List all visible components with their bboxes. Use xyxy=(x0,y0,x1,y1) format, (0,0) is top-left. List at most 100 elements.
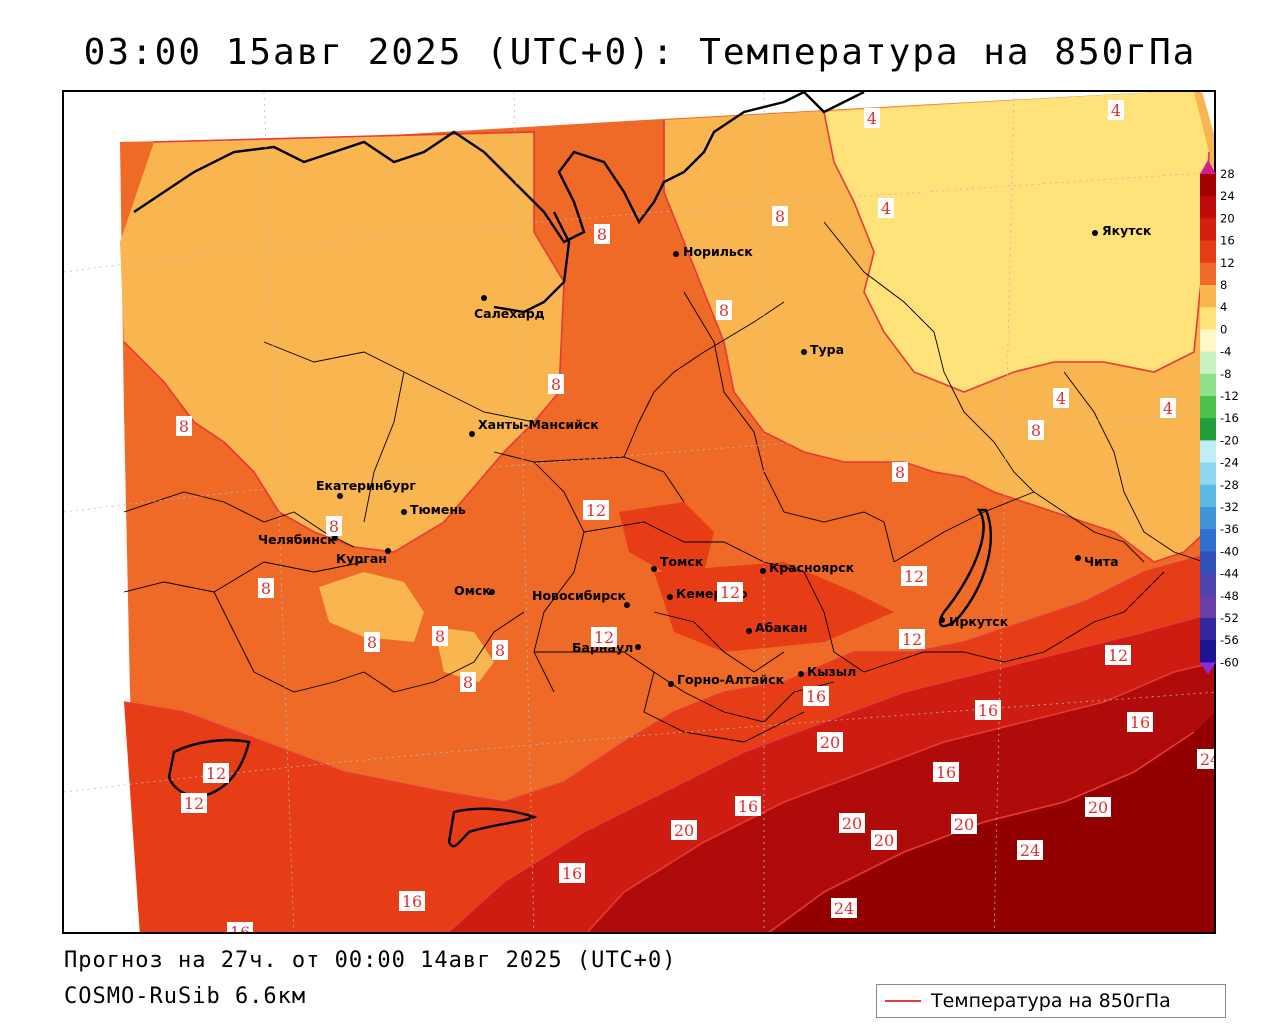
svg-text:12: 12 xyxy=(184,794,204,813)
isotherm-label: 8 xyxy=(432,626,448,646)
city-salekhard[interactable]: Салехард xyxy=(474,295,545,321)
zone-4-8-west xyxy=(120,132,564,552)
svg-text:24: 24 xyxy=(834,899,854,918)
svg-text:16: 16 xyxy=(230,923,250,934)
colorbar-top-arrow xyxy=(1200,160,1216,174)
map-panel[interactable]: Норильск Салехард Тура Якутск Ханты-Манс… xyxy=(62,90,1216,934)
city-khanty-mansiysk[interactable]: Ханты-Мансийск xyxy=(469,417,599,437)
colorbar-tick-label: -28 xyxy=(1220,478,1239,492)
colorbar-tick-label: 28 xyxy=(1220,167,1235,181)
svg-text:Екатеринбург: Екатеринбург xyxy=(316,478,416,493)
colorbar-segment xyxy=(1200,396,1216,419)
colorbar-segment xyxy=(1200,262,1216,286)
isotherm-label: 16 xyxy=(227,922,253,934)
svg-text:Новосибирск: Новосибирск xyxy=(532,588,627,603)
city-tyumen[interactable]: Тюмень xyxy=(401,502,466,517)
coastlines xyxy=(133,92,992,848)
isotherm-label: 12 xyxy=(899,629,925,649)
city-kyzyl[interactable]: Кызыл xyxy=(798,664,856,679)
svg-text:20: 20 xyxy=(820,733,840,752)
svg-text:Курган: Курган xyxy=(336,551,387,566)
svg-text:Чита: Чита xyxy=(1084,554,1119,569)
isotherm-label: 16 xyxy=(559,863,585,883)
svg-text:24: 24 xyxy=(1020,841,1040,860)
isotherm-label: 4 xyxy=(1053,388,1069,408)
svg-text:4: 4 xyxy=(881,199,891,218)
city-omsk[interactable]: Омск xyxy=(454,583,495,598)
colorbar-segment xyxy=(1200,529,1216,552)
admin-borders xyxy=(123,221,1205,743)
isotherm-label: 12 xyxy=(181,793,207,813)
isotherm-label: 8 xyxy=(492,640,508,660)
city-kurgan[interactable]: Курган xyxy=(336,548,391,566)
city-krasnoyarsk[interactable]: Красноярск xyxy=(760,560,855,575)
isotherm-label: 16 xyxy=(735,796,761,816)
colorbar-segment xyxy=(1200,418,1216,441)
colorbar-tick-label: -16 xyxy=(1220,411,1239,425)
city-tura[interactable]: Тура xyxy=(801,342,844,357)
city-chita[interactable]: Чита xyxy=(1075,554,1119,569)
city-irkutsk[interactable]: Иркутск xyxy=(939,614,1009,629)
zone-24-28 xyxy=(769,713,1214,932)
colorbar-tick-label: 4 xyxy=(1220,300,1227,314)
svg-text:12: 12 xyxy=(586,501,606,520)
isotherm-label: 20 xyxy=(671,820,697,840)
svg-text:16: 16 xyxy=(978,701,998,720)
isotherm-label: 8 xyxy=(892,462,908,482)
svg-text:8: 8 xyxy=(179,417,189,436)
zone-4-8-south-w2 xyxy=(434,627,494,682)
svg-text:8: 8 xyxy=(435,627,445,646)
svg-text:20: 20 xyxy=(674,821,694,840)
city-chelyabinsk[interactable]: Челябинск xyxy=(258,532,338,547)
isotherm-label: 16 xyxy=(933,762,959,782)
svg-text:8: 8 xyxy=(1031,421,1041,440)
svg-text:8: 8 xyxy=(495,641,505,660)
isotherm-label: 8 xyxy=(460,672,476,692)
legend-label: Температура на 850гПа xyxy=(931,990,1171,1012)
city-yekaterinburg[interactable]: Екатеринбург xyxy=(316,478,416,499)
zone-0-4 xyxy=(824,92,1209,392)
forecast-info: Прогноз на 27ч. от 00:00 14авг 2025 (UTC… xyxy=(64,948,677,973)
svg-text:20: 20 xyxy=(842,814,862,833)
city-tomsk[interactable]: Томск xyxy=(651,554,704,572)
isotherm-label: 4 xyxy=(878,198,894,218)
isotherm-label: 8 xyxy=(364,632,380,652)
svg-text:Абакан: Абакан xyxy=(755,620,807,635)
svg-text:4: 4 xyxy=(867,109,877,128)
colorbar-tick-label: -48 xyxy=(1220,589,1239,603)
colorbar-tick-label: -36 xyxy=(1220,522,1239,536)
colorbar-segment xyxy=(1200,484,1216,508)
isotherm-label: 12 xyxy=(1105,645,1131,665)
isotherm-label: 16 xyxy=(803,686,829,706)
colorbar-segment xyxy=(1200,618,1216,641)
svg-text:12: 12 xyxy=(902,630,922,649)
isotherm-label: 16 xyxy=(1127,712,1153,732)
colorbar-tick-label: -40 xyxy=(1220,544,1239,558)
svg-text:Горно-Алтайск: Горно-Алтайск xyxy=(677,672,785,687)
city-layer: Норильск Салехард Тура Якутск Ханты-Манс… xyxy=(258,223,1152,687)
city-gorno-altaysk[interactable]: Горно-Алтайск xyxy=(668,672,785,687)
zone-4-8-south-w xyxy=(319,572,424,642)
isotherm-label: 8 xyxy=(326,516,342,536)
colorbar-segment xyxy=(1200,440,1216,464)
colorbar-tick-label: 8 xyxy=(1220,278,1227,292)
svg-text:12: 12 xyxy=(904,567,924,586)
city-yakutsk[interactable]: Якутск xyxy=(1092,223,1152,238)
svg-text:Барнаул: Барнаул xyxy=(572,640,633,655)
city-norilsk[interactable]: Норильск xyxy=(673,244,753,259)
colorbar-segment xyxy=(1200,196,1216,219)
city-novosibirsk[interactable]: Новосибирск xyxy=(532,588,630,608)
svg-text:Тура: Тура xyxy=(810,342,844,357)
colorbar-segment xyxy=(1200,595,1216,619)
city-barnaul[interactable]: Барнаул xyxy=(572,640,641,655)
graticule xyxy=(64,92,1214,932)
city-abakan[interactable]: Абакан xyxy=(746,620,807,635)
svg-text:Омск: Омск xyxy=(454,583,491,598)
svg-text:Ханты-Мансийск: Ханты-Мансийск xyxy=(478,417,599,432)
colorbar-segment xyxy=(1200,507,1216,530)
colorbar-tick-label: -52 xyxy=(1220,611,1239,625)
colorbar-tick-label: -60 xyxy=(1220,655,1239,669)
isotherm-label: 12 xyxy=(583,500,609,520)
colorbar-tick-label: 0 xyxy=(1220,322,1227,336)
